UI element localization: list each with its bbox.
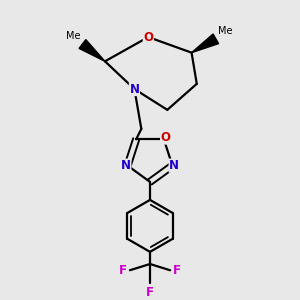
- Text: N: N: [169, 159, 179, 172]
- Text: F: F: [119, 264, 127, 277]
- Text: N: N: [121, 159, 131, 172]
- Polygon shape: [192, 34, 219, 53]
- Polygon shape: [79, 40, 105, 61]
- Text: N: N: [129, 82, 140, 95]
- Text: F: F: [173, 264, 181, 277]
- Text: Me: Me: [218, 26, 232, 36]
- Text: O: O: [143, 31, 153, 44]
- Text: F: F: [146, 286, 154, 299]
- Text: O: O: [160, 131, 171, 144]
- Text: Me: Me: [66, 31, 81, 41]
